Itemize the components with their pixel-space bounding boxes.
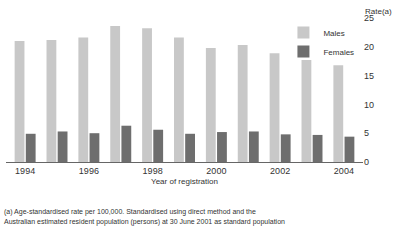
svg-text:2004: 2004 <box>334 166 354 176</box>
svg-text:Females: Females <box>323 48 354 57</box>
svg-text:0: 0 <box>364 157 369 167</box>
svg-text:2002: 2002 <box>270 166 290 176</box>
svg-text:Males: Males <box>323 29 344 38</box>
svg-text:5: 5 <box>364 128 369 138</box>
svg-text:Rate(a): Rate(a) <box>365 7 392 16</box>
svg-text:15: 15 <box>364 71 374 81</box>
svg-text:1996: 1996 <box>79 166 99 176</box>
svg-text:2000: 2000 <box>206 166 226 176</box>
svg-text:10: 10 <box>364 100 374 110</box>
svg-text:20: 20 <box>364 42 374 52</box>
svg-text:25: 25 <box>364 13 374 23</box>
svg-text:Year of registration: Year of registration <box>151 177 218 186</box>
svg-text:1998: 1998 <box>143 166 163 176</box>
svg-text:(a) Age-standardised rate per: (a) Age-standardised rate per 100,000. S… <box>4 208 256 216</box>
svg-text:1994: 1994 <box>15 166 35 176</box>
svg-text:Australian estimated resident: Australian estimated resident population… <box>4 218 285 226</box>
